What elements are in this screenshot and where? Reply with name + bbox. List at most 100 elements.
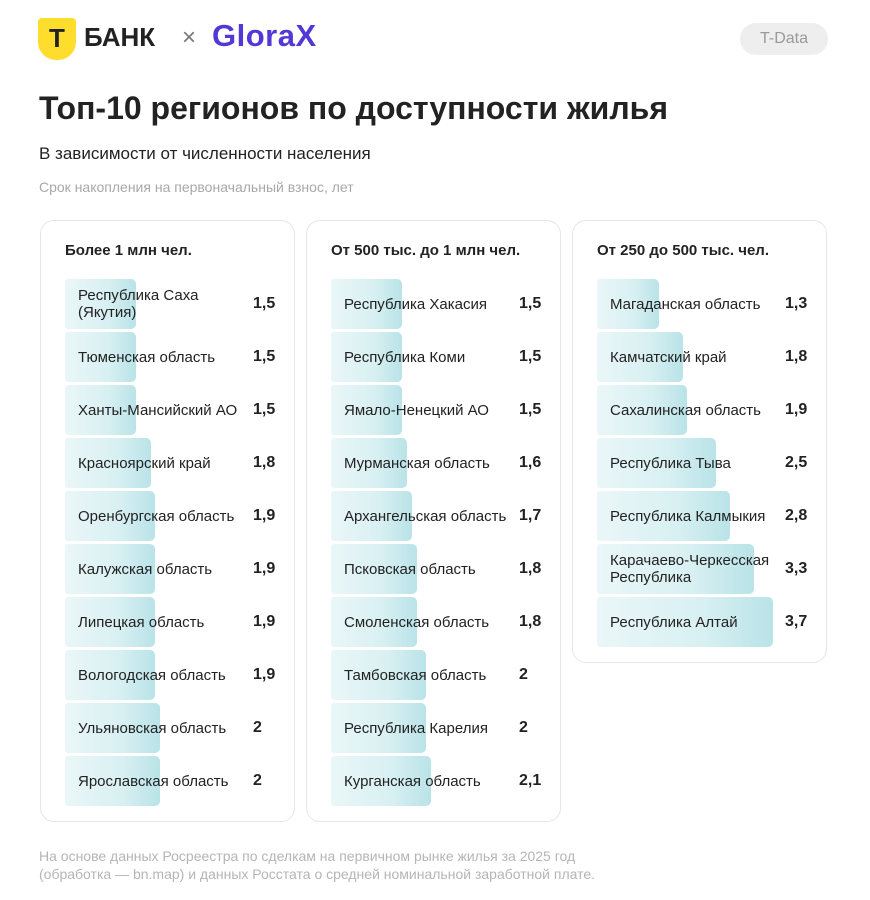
value-label: 2: [519, 719, 528, 736]
brand: БАНК: [84, 22, 156, 52]
category-label: Республика Коми: [344, 348, 466, 366]
bar: [65, 597, 156, 647]
value-label: 1,8: [519, 560, 542, 577]
value-label: 2: [519, 666, 528, 683]
bar-row: Ханты-Мансийский АО 1,5: [65, 385, 285, 435]
category-label: Липецкая область: [78, 613, 205, 631]
category-label: Карачаево-Черкесская Республика: [610, 552, 770, 586]
bar: [65, 438, 151, 488]
value-label: 1,5: [253, 348, 276, 365]
category-label: Магаданская область: [610, 295, 761, 313]
category-label: Республика Калмыкия: [610, 507, 766, 525]
bar: [597, 438, 716, 488]
category-label: Республика Саха (Якутия): [78, 287, 199, 321]
bar-row: Оренбургская область 1,9: [65, 491, 285, 541]
category-label: Оренбургская область: [78, 507, 235, 525]
separator: ×: [182, 24, 197, 51]
bar: [331, 332, 403, 382]
bar: [597, 332, 683, 382]
value-label: 3,3: [785, 560, 808, 577]
bar-row: Архангельская область 1,7: [331, 491, 551, 541]
subtitle: В зависимости от численности населения: [39, 144, 371, 163]
value-label: 1,5: [253, 401, 276, 418]
panel: От 500 тыс. до 1 млн чел. Республика Хака…: [306, 220, 561, 822]
bar: [331, 756, 431, 806]
bar-row: Республика Саха (Якутия) 1,5: [65, 279, 285, 329]
value-label: 1,9: [253, 560, 276, 577]
bar: [597, 385, 688, 435]
bar: [65, 332, 137, 382]
category-label: Калужская область: [78, 560, 213, 578]
bar: [331, 703, 426, 753]
bar-row: Псковская область 1,8: [331, 544, 551, 594]
category-label: Республика Алтай: [610, 613, 738, 631]
bar: [65, 491, 156, 541]
category-label: Тюменская область: [78, 348, 216, 366]
title: Топ-10 регионов по доступности жилья: [39, 90, 668, 126]
footnote: На основе данных Росреестра по сделкам н…: [39, 848, 596, 882]
bar: [331, 279, 403, 329]
category-label: Вологодская область: [78, 666, 226, 684]
value-label: 1,9: [785, 401, 808, 418]
value-label: 2,5: [785, 454, 808, 471]
bar-row: Курганская область 2,1: [331, 756, 551, 806]
value-label: 2,1: [519, 772, 542, 789]
value-label: 1,8: [253, 454, 276, 471]
value-label: 1,9: [253, 613, 276, 630]
bar-row: Мурманская область 1,6: [331, 438, 551, 488]
value-label: 1,7: [519, 507, 542, 524]
value-label: 1,8: [519, 613, 542, 630]
category-label: Архангельская область: [344, 507, 507, 525]
bar: [65, 756, 160, 806]
bar: [65, 385, 137, 435]
note: Срок накопления на первоначальный взнос,…: [39, 179, 354, 195]
bar: [331, 650, 426, 700]
bar: [331, 385, 403, 435]
category-label: Тамбовская область: [344, 666, 487, 684]
value-label: 1,5: [519, 295, 542, 312]
value-label: 1,9: [253, 507, 276, 524]
value-label: 1,5: [519, 401, 542, 418]
panel-title: От 250 до 500 тыс. чел.: [597, 242, 770, 259]
bar: [331, 544, 417, 594]
value-label: 1,6: [519, 454, 542, 471]
bar-row: Ярославская область 2: [65, 756, 285, 806]
bar: [65, 703, 160, 753]
category-label: Камчатский край: [610, 348, 727, 366]
panel-title: От 500 тыс. до 1 млн чел.: [331, 242, 521, 259]
panel-title: Более 1 млн чел.: [65, 242, 192, 259]
category-label: Ульяновская область: [78, 719, 227, 737]
category-label: Мурманская область: [344, 454, 490, 472]
category-label: Сахалинская область: [610, 401, 761, 419]
bar-row: Карачаево-Черкесская Республика 3,3: [597, 544, 817, 594]
value-label: 1,5: [519, 348, 542, 365]
bar: [65, 279, 137, 329]
bar-row: Ямало-Ненецкий АО 1,5: [331, 385, 551, 435]
bar: [597, 544, 754, 594]
bar-row: Магаданская область 1,3: [597, 279, 817, 329]
category-label: Ярославская область: [78, 772, 229, 790]
bar: [331, 597, 417, 647]
value-label: 1,3: [785, 295, 808, 312]
bar: [331, 491, 412, 541]
logo: Т: [38, 18, 76, 60]
bar-row: Вологодская область 1,9: [65, 650, 285, 700]
bar: [65, 544, 156, 594]
value-label: 1,9: [253, 666, 276, 683]
bar-row: Тамбовская область 2: [331, 650, 551, 700]
category-label: Псковская область: [344, 560, 476, 578]
bar-row: Республика Карелия 2: [331, 703, 551, 753]
bar-row: Смоленская область 1,8: [331, 597, 551, 647]
bar-row: Липецкая область 1,9: [65, 597, 285, 647]
value-label: 2: [253, 772, 262, 789]
badge[interactable]: T-Data: [740, 23, 828, 55]
category-label: Курганская область: [344, 772, 481, 790]
bar: [597, 279, 659, 329]
value-label: 1,5: [253, 295, 276, 312]
bar-row: Ульяновская область 2: [65, 703, 285, 753]
bar-row: Республика Алтай 3,7: [597, 597, 817, 647]
category-label: Республика Хакасия: [344, 295, 488, 313]
bar: [65, 650, 156, 700]
value-label: 1,8: [785, 348, 808, 365]
partner-logo: GloraX: [212, 18, 317, 53]
